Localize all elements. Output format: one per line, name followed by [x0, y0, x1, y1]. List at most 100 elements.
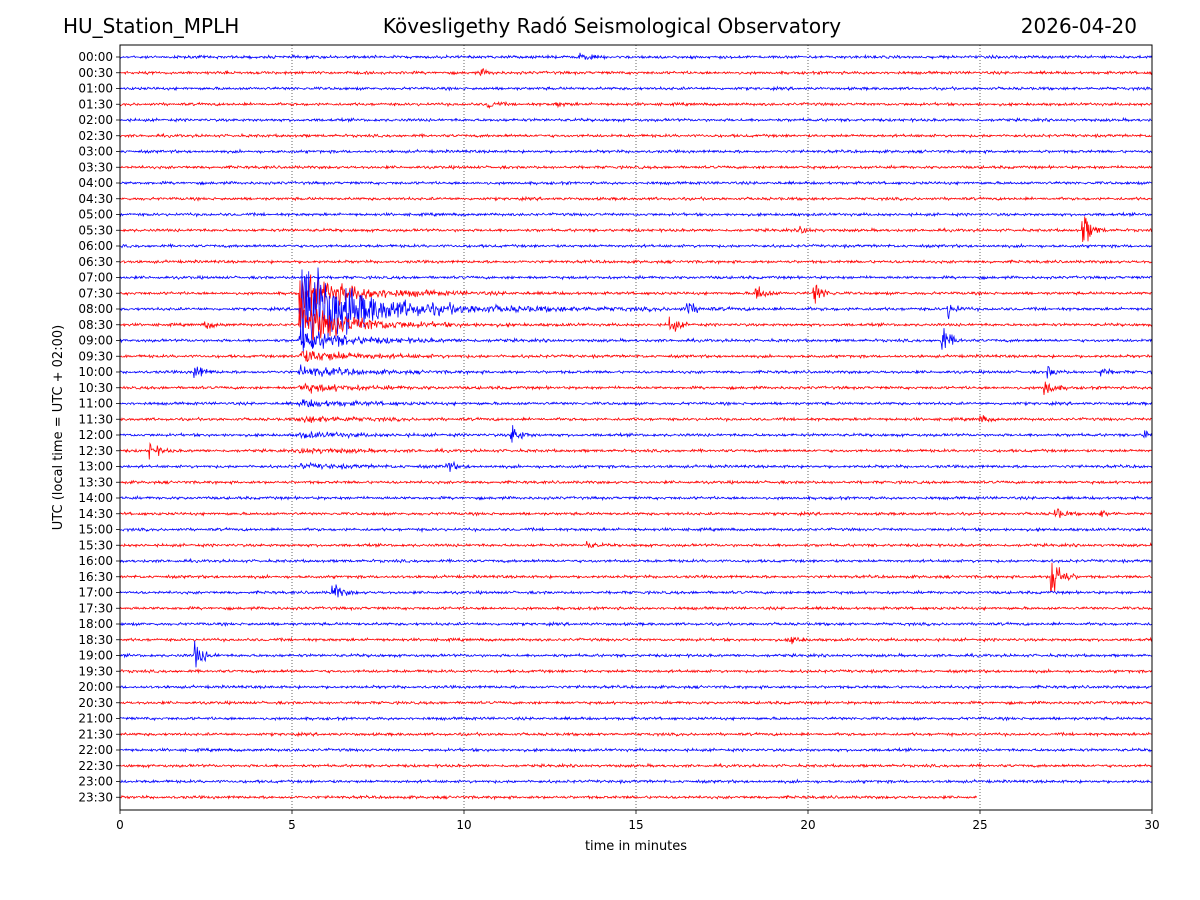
trace-0630: [120, 258, 1152, 265]
trace-0300: [120, 148, 1152, 155]
trace-1930: [120, 668, 1152, 675]
y-tick-label: 01:00: [78, 82, 113, 96]
x-axis-label: time in minutes: [585, 839, 687, 854]
y-tick-label: 08:00: [78, 302, 113, 316]
trace-1230: [120, 442, 1152, 460]
observatory-title: Kövesligethy Radó Seismological Observat…: [382, 14, 842, 38]
trace-1830: [120, 636, 1152, 645]
y-tick-label: 17:00: [78, 586, 113, 600]
y-tick-label: 12:30: [78, 444, 113, 458]
y-tick-label: 14:00: [78, 491, 113, 505]
trace-0500: [120, 211, 1152, 218]
trace-0600: [120, 242, 1152, 250]
y-tick-label: 06:00: [78, 239, 113, 253]
trace-0800: [120, 267, 1152, 352]
y-tick-label: 00:00: [78, 50, 113, 64]
y-tick-label: 03:30: [78, 160, 113, 174]
trace-1000: [120, 364, 1152, 379]
x-tick-label: 15: [628, 818, 643, 832]
y-tick-label: 19:30: [78, 664, 113, 678]
y-tick-label: 03:00: [78, 145, 113, 159]
y-tick-label: 05:00: [78, 208, 113, 222]
trace-2030: [120, 699, 1152, 706]
x-tick-label: 20: [800, 818, 815, 832]
y-tick-label: 10:00: [78, 365, 113, 379]
y-tick-label: 15:30: [78, 538, 113, 552]
trace-0900: [120, 326, 1152, 350]
trace-1500: [120, 526, 1152, 533]
trace-2230: [120, 762, 1152, 769]
y-tick-label: 20:00: [78, 680, 113, 694]
trace-0000: [120, 52, 1152, 61]
trace-2130: [120, 731, 1152, 738]
x-tick-label: 5: [288, 818, 296, 832]
y-tick-label: 20:30: [78, 696, 113, 710]
y-tick-label: 01:30: [78, 97, 113, 111]
trace-0230: [120, 132, 1152, 139]
trace-2100: [120, 715, 1152, 722]
trace-1800: [120, 620, 1152, 628]
trace-0930: [120, 350, 1152, 363]
y-tick-label: 09:00: [78, 334, 113, 348]
y-tick-label: 02:00: [78, 113, 113, 127]
trace-0100: [120, 85, 1152, 92]
y-tick-label: 21:30: [78, 727, 113, 741]
trace-1400: [120, 494, 1152, 502]
y-tick-label: 05:30: [78, 223, 113, 237]
y-tick-label: 13:30: [78, 475, 113, 489]
y-tick-label: 06:30: [78, 255, 113, 269]
y-tick-label: 11:00: [78, 397, 113, 411]
traces: [120, 52, 1152, 801]
trace-1530: [120, 541, 1152, 549]
y-tick-label: 23:30: [78, 790, 113, 804]
trace-1100: [120, 399, 1152, 408]
y-axis-label: UTC (local time = UTC + 02:00): [51, 325, 66, 530]
y-tick-label: 11:30: [78, 412, 113, 426]
y-tick-label: 08:30: [78, 318, 113, 332]
y-tick-label: 18:00: [78, 617, 113, 631]
y-tick-label: 04:30: [78, 192, 113, 206]
y-tick-label: 19:00: [78, 649, 113, 663]
trace-0730: [120, 274, 1152, 317]
trace-0530: [120, 216, 1152, 243]
trace-1330: [120, 479, 1152, 486]
y-tick-label: 02:30: [78, 129, 113, 143]
y-tick-label: 16:00: [78, 554, 113, 568]
trace-1430: [120, 508, 1152, 519]
y-tick-label: 09:30: [78, 349, 113, 363]
y-tick-label: 18:30: [78, 633, 113, 647]
trace-0430: [120, 195, 1152, 202]
y-tick-label: 23:00: [78, 775, 113, 789]
y-tick-label: 22:30: [78, 759, 113, 773]
y-tick-label: 14:30: [78, 507, 113, 521]
x-tick-label: 10: [456, 818, 471, 832]
trace-2330: [120, 794, 978, 801]
trace-1900: [120, 640, 1152, 668]
trace-0700: [120, 274, 1152, 281]
station-name: HU_Station_MPLH: [63, 14, 240, 38]
trace-1200: [120, 425, 1152, 443]
trace-2300: [120, 778, 1152, 785]
trace-0830: [120, 298, 1152, 341]
y-tick-label: 13:00: [78, 460, 113, 474]
y-tick-label: 00:30: [78, 66, 113, 80]
y-tick-label: 15:00: [78, 523, 113, 537]
trace-0330: [120, 164, 1152, 171]
y-tick-label: 04:00: [78, 176, 113, 190]
trace-1300: [120, 460, 1152, 472]
y-tick-label: 12:00: [78, 428, 113, 442]
x-tick-label: 0: [116, 818, 124, 832]
trace-0130: [120, 100, 1152, 110]
trace-2200: [120, 746, 1152, 753]
y-tick-label: 17:30: [78, 601, 113, 615]
trace-0400: [120, 180, 1152, 187]
trace-2000: [120, 684, 1152, 691]
trace-1030: [120, 381, 1152, 396]
y-tick-label: 21:00: [78, 712, 113, 726]
x-tick-label: 30: [1144, 818, 1159, 832]
trace-1630: [120, 562, 1152, 593]
record-date: 2026-04-20: [1020, 14, 1137, 38]
trace-1700: [120, 584, 1152, 598]
trace-0030: [120, 68, 1152, 77]
y-tick-label: 16:30: [78, 570, 113, 584]
